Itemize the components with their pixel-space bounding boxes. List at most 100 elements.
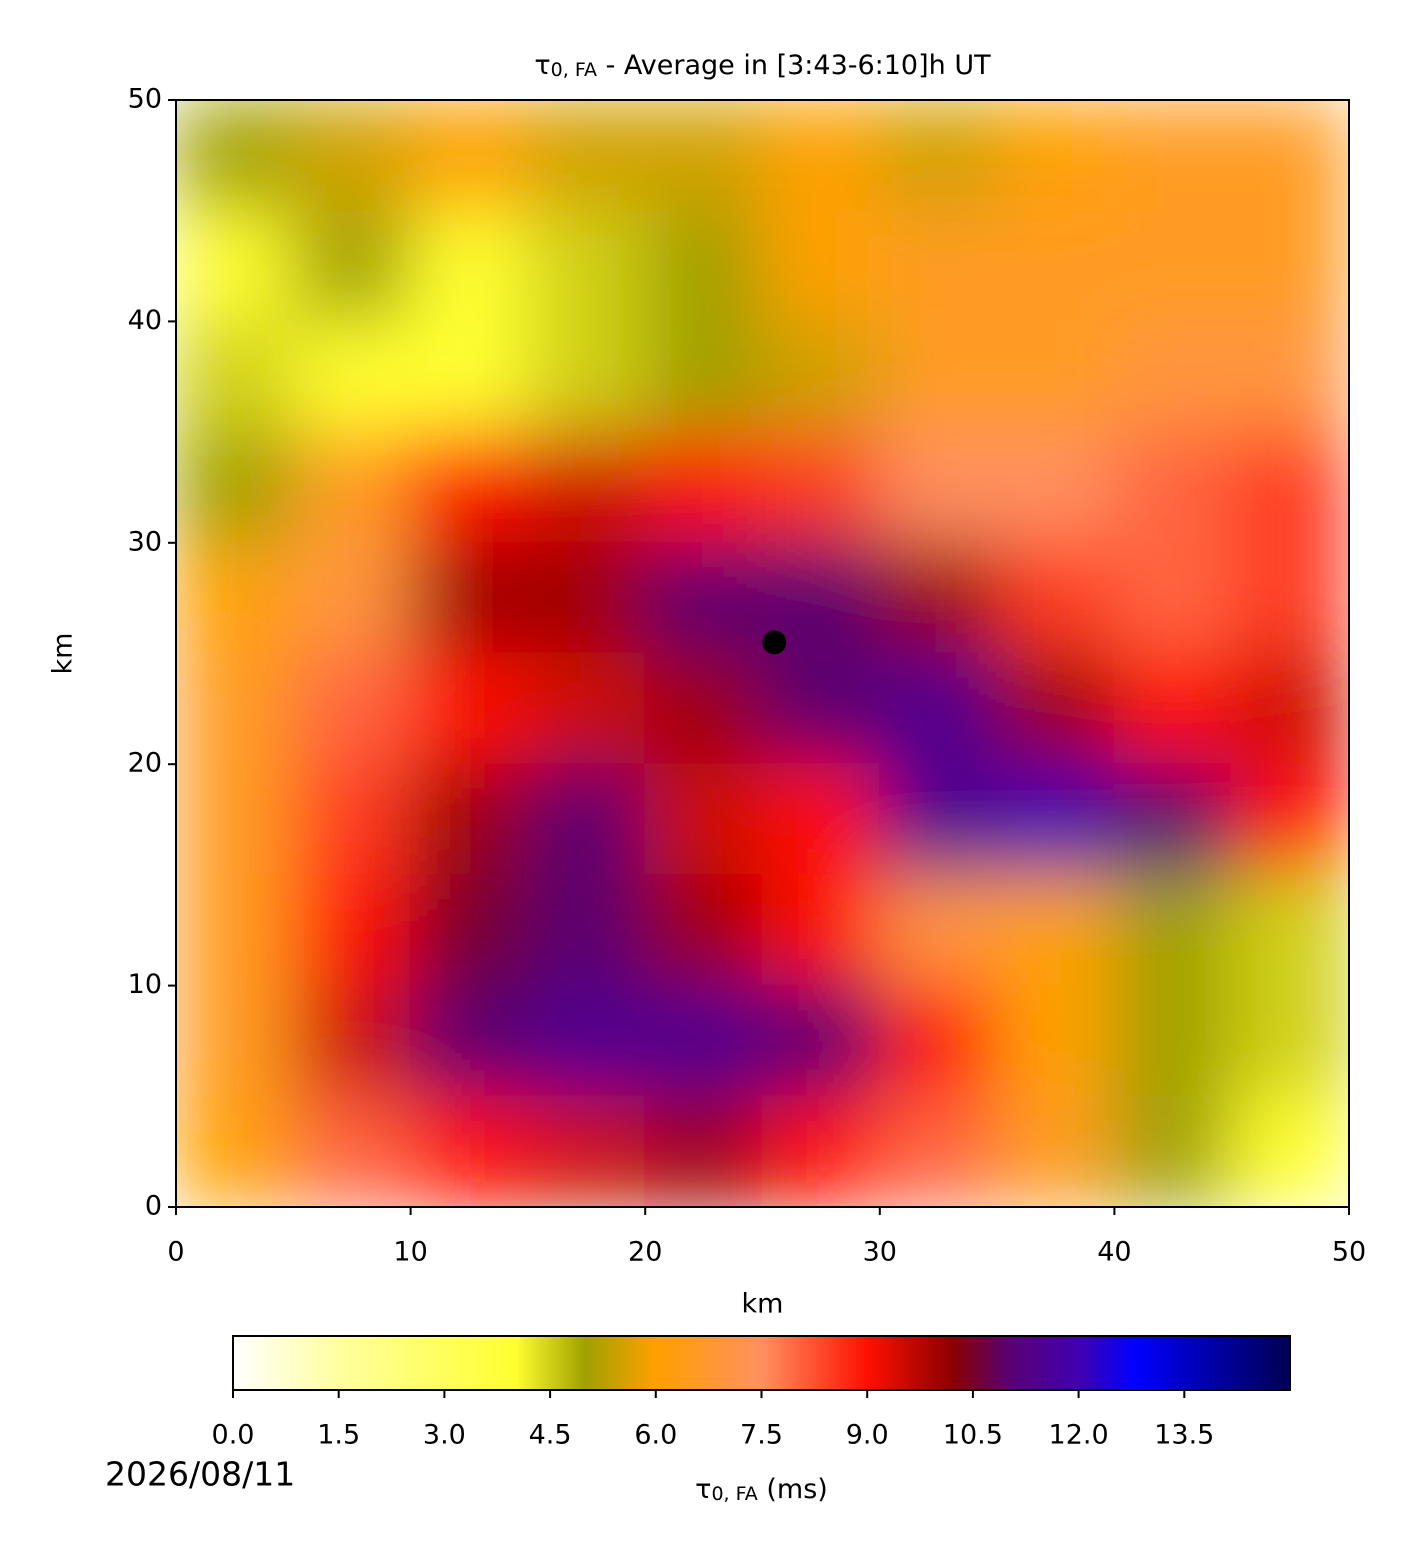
x-axis-label: km — [742, 1289, 784, 1320]
heat-cell — [644, 984, 764, 1098]
heat-cell — [292, 320, 412, 434]
heat-cell — [176, 763, 295, 876]
heat-cell — [996, 431, 1116, 544]
colorbar-tick-label: 9.0 — [846, 1420, 889, 1451]
point-marker — [762, 630, 787, 655]
heat-cell — [996, 652, 1116, 766]
heat-cell — [409, 541, 529, 655]
y-tick-label: 0 — [145, 1191, 162, 1222]
heat-cell — [176, 100, 295, 212]
heat-cell — [1230, 763, 1349, 876]
colorbar-tick-label: 6.0 — [634, 1420, 677, 1451]
heat-cell — [644, 763, 764, 876]
x-tick-label: 40 — [1097, 1237, 1131, 1268]
heat-cell — [761, 431, 881, 544]
heat-cell — [292, 541, 412, 655]
heat-cell — [1113, 100, 1233, 212]
date-label: 2026/08/11 — [105, 1455, 295, 1494]
heat-cell — [1230, 652, 1349, 766]
y-axis-label: km — [48, 633, 79, 675]
heat-cell — [176, 652, 295, 766]
heat-cell — [644, 1095, 764, 1207]
plot-frame — [175, 99, 1350, 1208]
heat-cell — [1230, 209, 1349, 323]
heat-cell — [1113, 1095, 1233, 1207]
heat-cell — [644, 320, 764, 434]
heat-cell — [996, 873, 1116, 987]
heat-cell — [292, 873, 412, 987]
heat-cell — [292, 1095, 412, 1207]
chart-title: τ0, FA - Average in [3:43-6:10]h UT — [534, 50, 991, 82]
heat-cell — [526, 431, 647, 544]
chart-title-subscript: 0, FA — [551, 59, 597, 81]
heat-cell — [526, 984, 647, 1098]
heat-cell — [526, 320, 647, 434]
heat-cell — [409, 984, 529, 1098]
heat-cell — [409, 873, 529, 987]
heat-cell — [878, 320, 999, 434]
heat-cell — [996, 320, 1116, 434]
heat-cell — [878, 431, 999, 544]
heat-cell — [878, 984, 999, 1098]
heat-cell — [1230, 100, 1349, 212]
heat-cell — [176, 984, 295, 1098]
heat-cell — [996, 1095, 1116, 1207]
colorbar-label-text: (ms) — [758, 1474, 828, 1505]
heat-cell — [176, 431, 295, 544]
colorbar-label-symbol: τ — [695, 1474, 711, 1505]
colorbar-label-subscript: 0, FA — [711, 1483, 757, 1505]
chart-title-text: - Average in [3:43-6:10]h UT — [597, 50, 991, 81]
heat-cell — [1113, 209, 1233, 323]
colorbar-tick-label: 1.5 — [317, 1420, 360, 1451]
heat-cell — [878, 209, 999, 323]
heat-cell — [1113, 431, 1233, 544]
heat-cell — [878, 1095, 999, 1207]
heat-cell — [1230, 1095, 1349, 1207]
heat-cell — [176, 320, 295, 434]
heat-cell — [1113, 652, 1233, 766]
heat-cell — [644, 431, 764, 544]
chart-title-symbol: τ — [534, 50, 550, 81]
heat-cell — [292, 652, 412, 766]
heat-cell — [409, 1095, 529, 1207]
heat-cell — [644, 100, 764, 212]
colorbar-tick-label: 13.5 — [1154, 1420, 1214, 1451]
heat-cell — [409, 320, 529, 434]
heat-cell — [1230, 541, 1349, 655]
heat-cell — [996, 984, 1116, 1098]
colorbar-tick-label: 7.5 — [740, 1420, 783, 1451]
heat-cell — [878, 100, 999, 212]
heat-cell — [644, 541, 764, 655]
colorbar-tick-label: 12.0 — [1049, 1420, 1109, 1451]
heat-cell — [996, 541, 1116, 655]
heat-cell — [644, 873, 764, 987]
x-tick-label: 50 — [1332, 1237, 1366, 1268]
heat-cell — [292, 431, 412, 544]
y-tick-label: 10 — [128, 969, 162, 1000]
heat-cell — [996, 209, 1116, 323]
heat-cell — [761, 320, 881, 434]
y-tick-label: 30 — [128, 526, 162, 557]
heat-cell — [761, 873, 881, 987]
y-tick-label: 20 — [128, 748, 162, 779]
heat-cell — [1113, 541, 1233, 655]
heat-cell — [292, 984, 412, 1098]
heat-cell — [761, 652, 881, 766]
heat-cell — [176, 873, 295, 987]
colorbar-label: τ0, FA (ms) — [695, 1474, 828, 1506]
heat-cell — [292, 100, 412, 212]
heat-cell — [996, 763, 1116, 876]
heat-cell — [644, 209, 764, 323]
heatmap — [176, 100, 1349, 1207]
heat-cell — [761, 763, 881, 876]
heat-cell — [409, 431, 529, 544]
y-tick-label: 50 — [128, 84, 162, 115]
colorbar-tick-label: 3.0 — [423, 1420, 466, 1451]
heat-cell — [761, 1095, 881, 1207]
colorbar-tick-label: 4.5 — [529, 1420, 572, 1451]
heat-cell — [526, 652, 647, 766]
heat-cell — [761, 100, 881, 212]
heat-cell — [526, 209, 647, 323]
heat-cell — [878, 652, 999, 766]
